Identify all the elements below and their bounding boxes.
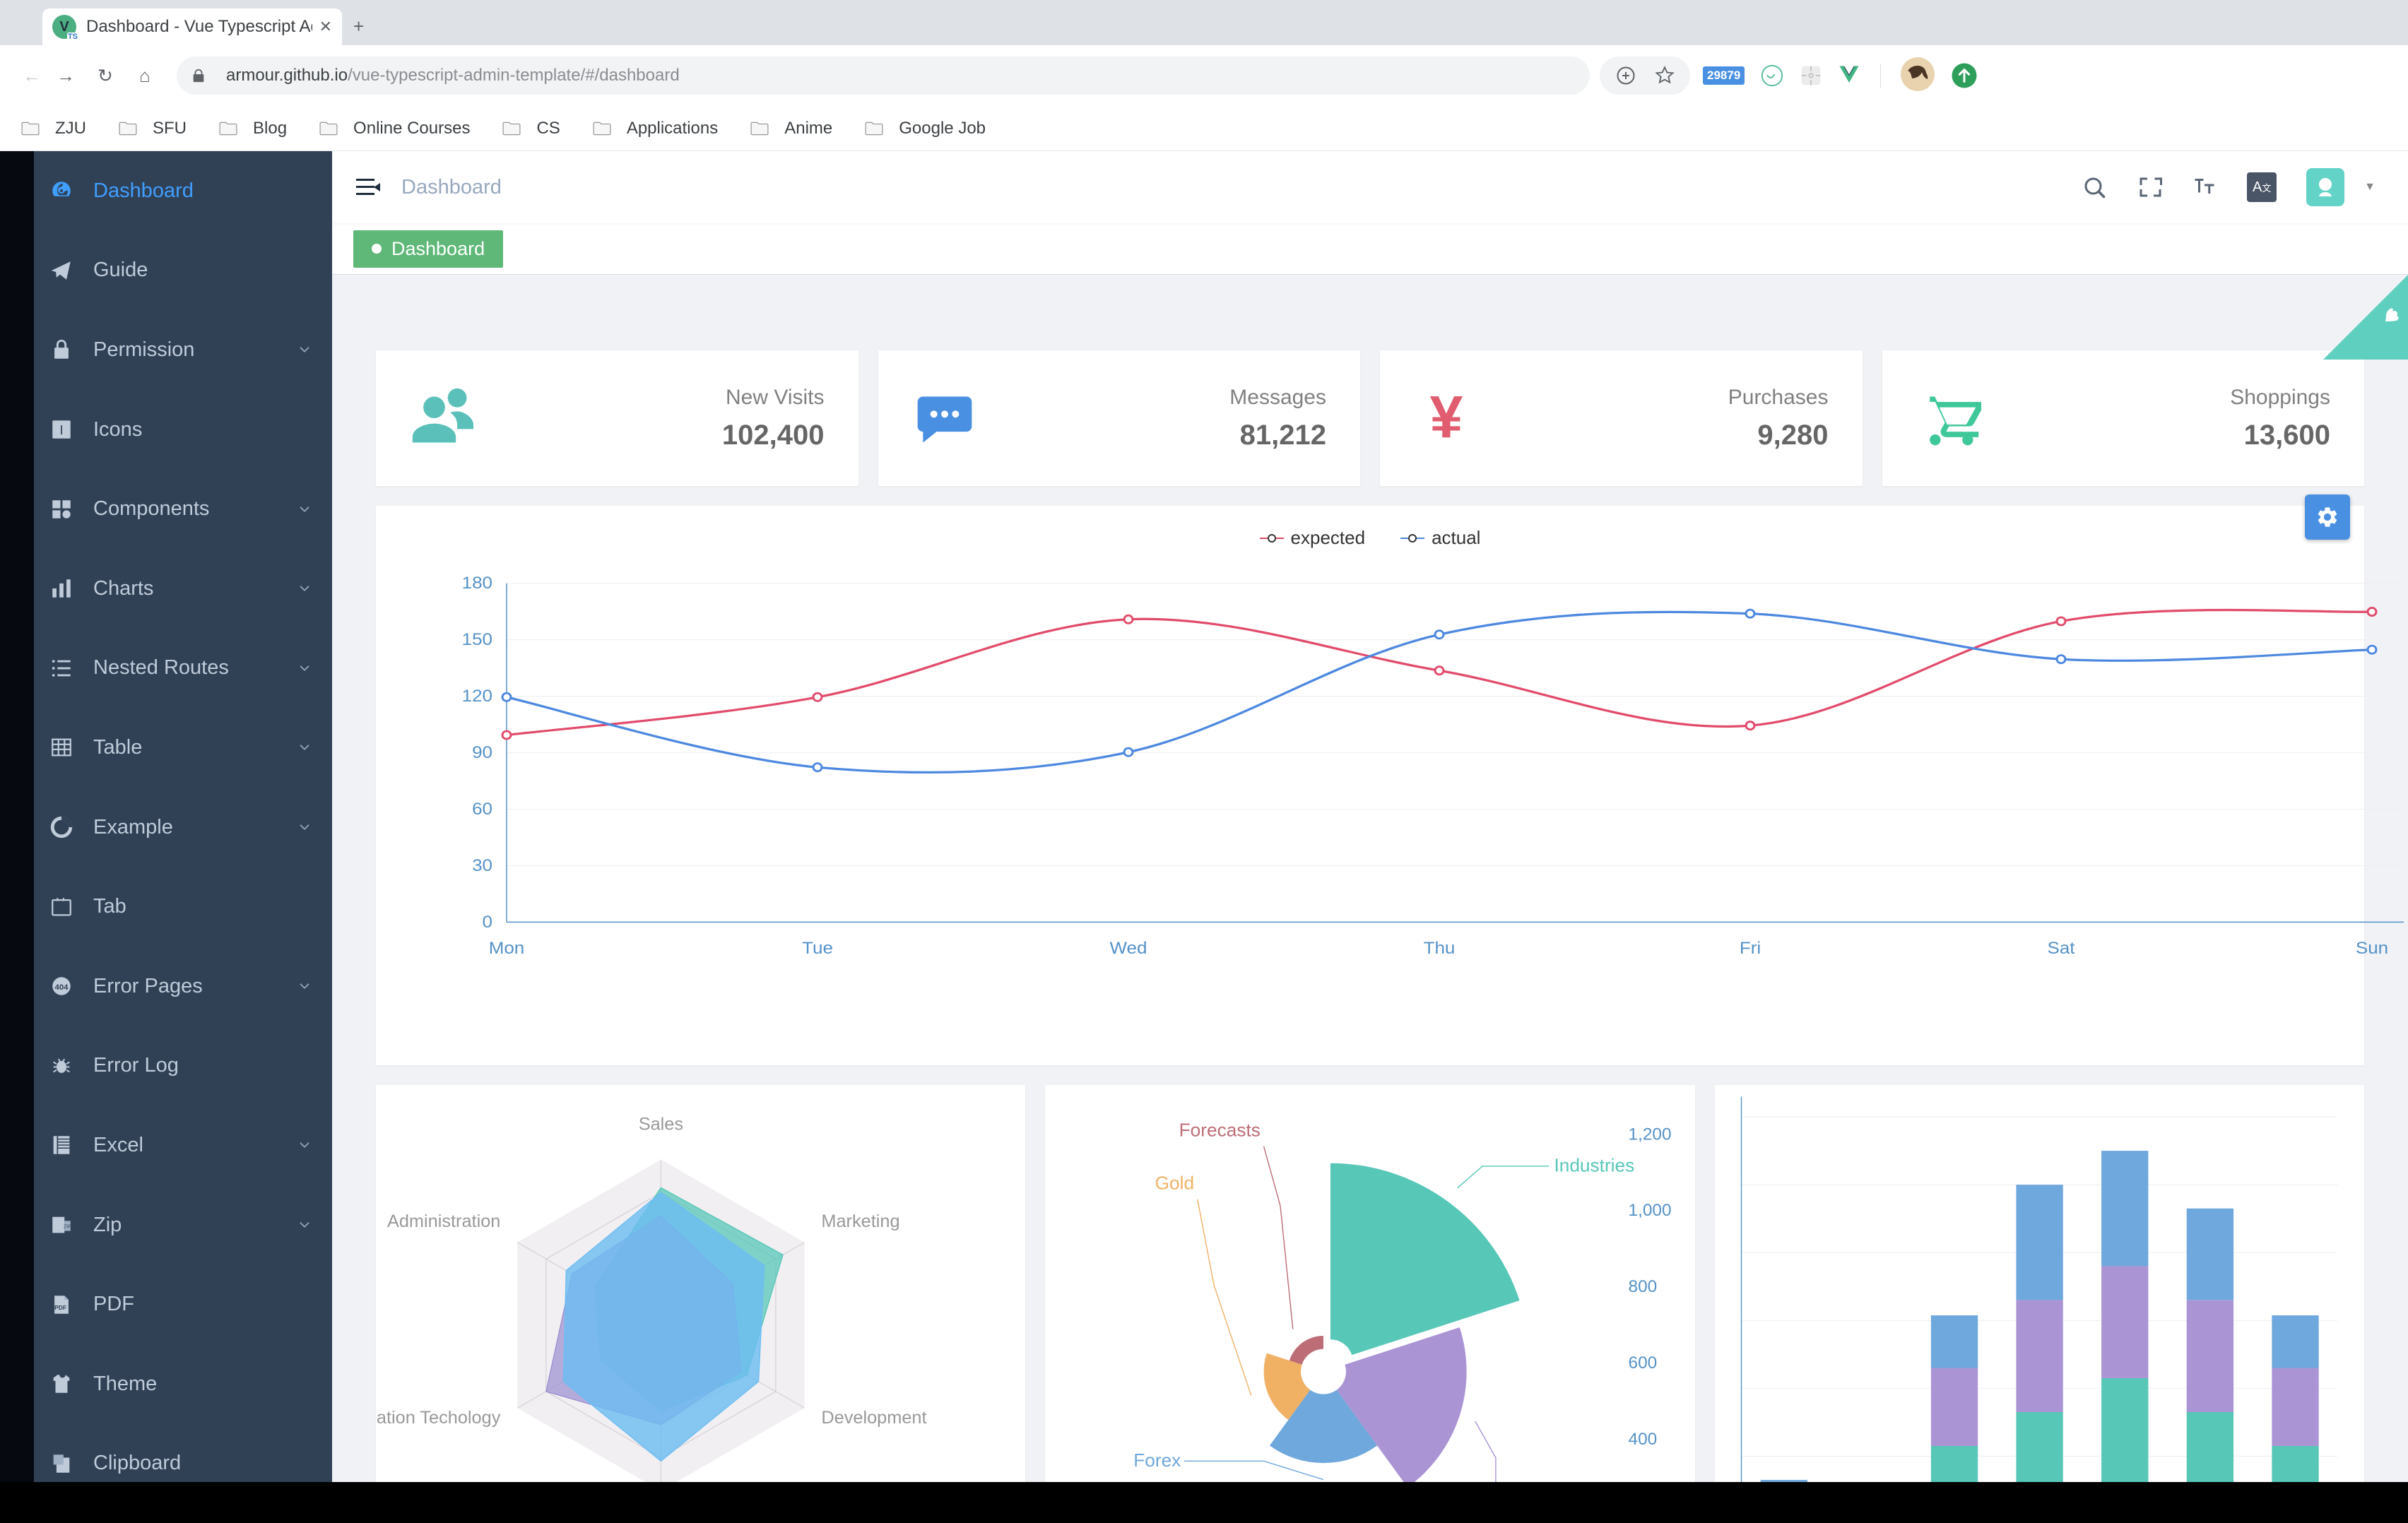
svg-text:Administration: Administration [387, 1211, 500, 1231]
svg-text:ZIP: ZIP [64, 1223, 71, 1229]
svg-text:1,200: 1,200 [1629, 1125, 1672, 1144]
svg-text:Forecasts: Forecasts [1179, 1120, 1261, 1141]
svg-text:404: 404 [55, 983, 69, 992]
svg-text:Development: Development [821, 1408, 926, 1428]
svg-text:¥: ¥ [1430, 386, 1463, 450]
svg-text:I: I [59, 422, 63, 437]
svg-text:120: 120 [462, 687, 492, 706]
svg-text:Sat: Sat [2047, 939, 2074, 958]
svg-text:Marketing: Marketing [821, 1211, 899, 1231]
svg-text:Forex: Forex [1134, 1450, 1181, 1471]
svg-text:Wed: Wed [1110, 939, 1147, 958]
svg-text:Sales: Sales [639, 1114, 683, 1134]
svg-text:Fri: Fri [1740, 939, 1761, 958]
svg-text:180: 180 [462, 574, 492, 593]
svg-text:800: 800 [1629, 1277, 1658, 1296]
svg-text:0: 0 [483, 913, 492, 932]
svg-text:Gold: Gold [1155, 1173, 1194, 1194]
svg-text:30: 30 [472, 856, 492, 875]
svg-text:Technology: Technology [1503, 1481, 1598, 1482]
svg-text:150: 150 [462, 630, 492, 649]
svg-text:Industries: Industries [1554, 1154, 1635, 1175]
svg-text:600: 600 [1629, 1353, 1658, 1373]
svg-text:formation Techology: formation Techology [376, 1408, 501, 1428]
svg-text:Sun: Sun [2356, 939, 2388, 958]
svg-text:Mon: Mon [489, 939, 525, 958]
svg-text:60: 60 [472, 800, 492, 819]
svg-text:1,000: 1,000 [1629, 1201, 1672, 1220]
svg-text:90: 90 [472, 743, 492, 762]
svg-text:PDF: PDF [54, 1304, 66, 1311]
svg-text:400: 400 [1629, 1430, 1658, 1449]
svg-text:Thu: Thu [1424, 939, 1456, 958]
svg-text:Tue: Tue [802, 939, 833, 958]
